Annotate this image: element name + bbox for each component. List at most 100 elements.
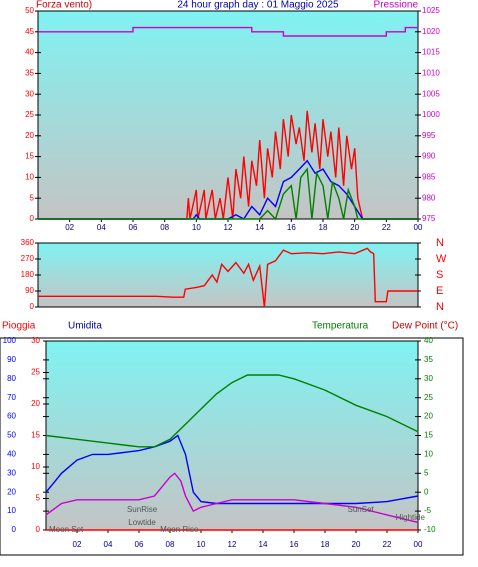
panel-frame (0, 337, 464, 556)
y2-tick-label: 25 (424, 393, 433, 402)
annotation: Moon Rise (160, 525, 199, 534)
y-tick-label: 20 (7, 487, 16, 496)
y2-tick-label: 15 (424, 431, 433, 440)
y2-tick-label: 20 (424, 412, 433, 421)
y-tick-label: 360 (21, 238, 35, 247)
annotation: SunSet (348, 505, 375, 514)
x-tick-label: 12 (224, 223, 233, 232)
y2-tick-label: 5 (424, 468, 429, 477)
annotation: Hightide (396, 513, 426, 522)
x-tick-label: 10 (197, 540, 206, 549)
x-tick-label: 22 (383, 540, 392, 549)
y2-tick-label: 985 (422, 173, 436, 182)
y-tick-label: 60 (7, 412, 16, 421)
y-tick-label: 90 (7, 355, 16, 364)
y3-tick-label: 25 (31, 368, 40, 377)
y2-tick-label: 1005 (422, 89, 440, 98)
y-tick-label: 20 (25, 131, 34, 140)
y-tick-label: 10 (7, 506, 16, 515)
y-tick-label: 0 (12, 525, 17, 534)
y-tick-label: 0 (30, 302, 35, 311)
y2-tick-label: 10 (424, 450, 433, 459)
x-tick-label: 10 (192, 223, 201, 232)
series-line (38, 167, 418, 221)
series-line (45, 434, 419, 505)
series-line (45, 472, 419, 524)
wind-label: Forza vento) (36, 0, 92, 11)
y-tick-label: 10 (25, 173, 34, 182)
y2-tick-label: 975 (422, 214, 436, 223)
annotation: Lowtide (128, 518, 156, 527)
x-tick-label: 04 (97, 223, 106, 232)
y2-tick-label: N (436, 301, 444, 313)
x-tick-label: 06 (129, 223, 138, 232)
y-tick-label: 180 (21, 270, 35, 279)
y-tick-label: 0 (30, 214, 35, 223)
series-line (38, 110, 418, 220)
y2-tick-label: 35 (424, 355, 433, 364)
y-tick-label: 270 (21, 254, 35, 263)
x-tick-label: 00 (414, 540, 423, 549)
y2-tick-label: W (436, 253, 447, 265)
y3-tick-label: 5 (36, 494, 41, 503)
annotation: SunRise (127, 505, 158, 514)
x-tick-label: 00 (414, 223, 423, 232)
x-tick-label: 04 (104, 540, 113, 549)
plot-area (37, 10, 419, 220)
y-tick-label: 35 (25, 69, 34, 78)
x-tick-label: 14 (255, 223, 264, 232)
y2-tick-label: 30 (424, 374, 433, 383)
y-tick-label: 50 (25, 6, 34, 15)
y3-tick-label: 20 (31, 399, 40, 408)
annotation: Moon Set (49, 525, 84, 534)
series-label: Dew Point (°C) (392, 321, 458, 332)
series-label: Pioggia (2, 321, 36, 332)
chart-title: 24 hour graph day : 01 Maggio 2025 (177, 0, 339, 11)
y2-tick-label: 1015 (422, 48, 440, 57)
x-tick-label: 14 (259, 540, 268, 549)
x-tick-label: 20 (350, 223, 359, 232)
x-tick-label: 22 (382, 223, 391, 232)
y2-tick-label: 995 (422, 131, 436, 140)
y2-tick-label: 40 (424, 336, 433, 345)
series-line (38, 247, 418, 308)
series-line (38, 26, 418, 37)
x-tick-label: 08 (166, 540, 175, 549)
y-tick-label: 80 (7, 374, 16, 383)
y2-tick-label: N (436, 237, 444, 249)
y2-tick-label: 980 (422, 193, 436, 202)
y-tick-label: 5 (30, 193, 35, 202)
y2-tick-label: S (436, 269, 443, 281)
x-tick-label: 20 (352, 540, 361, 549)
y-tick-label: 50 (7, 431, 16, 440)
y-tick-label: 15 (25, 152, 34, 161)
series-label: Temperatura (312, 321, 369, 332)
pressure-label: Pressione (374, 0, 419, 11)
y2-tick-label: E (436, 285, 443, 297)
y2-tick-label: 1000 (422, 110, 440, 119)
y2-tick-label: 1010 (422, 69, 440, 78)
y-tick-label: 90 (25, 286, 34, 295)
x-tick-label: 02 (73, 540, 82, 549)
y-tick-label: 25 (25, 110, 34, 119)
x-tick-label: 08 (160, 223, 169, 232)
y3-tick-label: 10 (31, 462, 40, 471)
y-tick-label: 30 (7, 468, 16, 477)
y2-tick-label: 990 (422, 152, 436, 161)
y-tick-label: 30 (25, 89, 34, 98)
y-tick-label: 40 (7, 450, 16, 459)
series-line (45, 374, 419, 448)
x-tick-label: 06 (135, 540, 144, 549)
y-tick-label: 70 (7, 393, 16, 402)
y-tick-label: 100 (3, 336, 17, 345)
y3-tick-label: 15 (31, 431, 40, 440)
y2-tick-label: -10 (424, 525, 436, 534)
plot-area (45, 340, 419, 531)
y-tick-label: 45 (25, 27, 34, 36)
y3-tick-label: 30 (31, 336, 40, 345)
x-tick-label: 18 (321, 540, 330, 549)
y2-tick-label: -5 (424, 506, 432, 515)
y2-tick-label: 1025 (422, 6, 440, 15)
y3-tick-label: 0 (36, 525, 41, 534)
